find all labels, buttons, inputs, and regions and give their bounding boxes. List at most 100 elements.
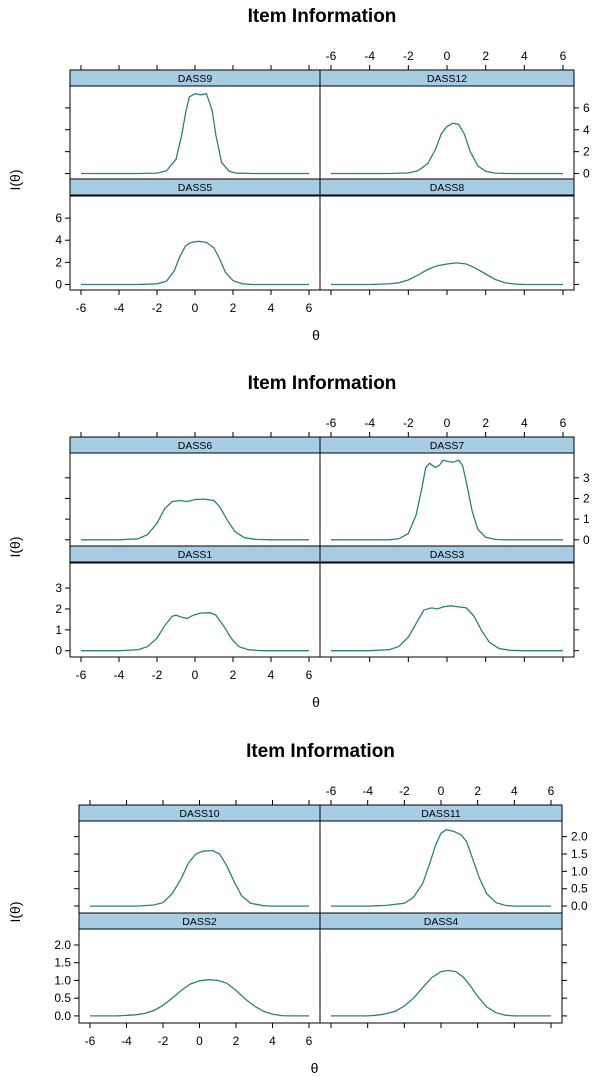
y-tick-label: 1	[583, 512, 590, 526]
y-tick-label: 6	[55, 211, 62, 225]
information-curve-dass6	[81, 498, 309, 541]
y-axis-label: I(θ)	[7, 537, 23, 558]
panel-dass6: DASS6	[69, 436, 321, 547]
panel-dass4: DASS4	[319, 912, 563, 1024]
information-curve-dass10	[90, 849, 309, 907]
x-tick-label: -6	[76, 668, 87, 682]
x-tick-label: 0	[192, 668, 199, 682]
x-tick-label: 6	[560, 49, 567, 63]
panel-strip-label: DASS4	[424, 916, 459, 928]
x-tick-label: -2	[403, 49, 414, 63]
y-tick-label: 0.0	[571, 899, 588, 913]
panel-dass7: DASS7	[319, 436, 575, 547]
chart-title: Item Information	[248, 6, 397, 27]
information-curve-dass11	[331, 829, 551, 907]
x-tick-label: -2	[399, 784, 410, 798]
information-curve-dass5	[81, 240, 309, 286]
panel-strip-label: DASS10	[179, 808, 219, 820]
x-tick-label: -6	[326, 416, 337, 430]
x-tick-label: -6	[76, 301, 87, 315]
y-tick-label: 4	[55, 233, 62, 247]
y-tick-label: 0	[583, 167, 590, 181]
x-tick-label: -2	[152, 301, 163, 315]
information-curve-dass1	[81, 612, 309, 652]
x-tick-label: -4	[362, 784, 373, 798]
x-tick-label: -2	[403, 416, 414, 430]
y-tick-label: 0.5	[54, 991, 71, 1005]
panel-frame	[319, 820, 563, 914]
panel-dass8: DASS8	[319, 178, 575, 291]
panel-frame	[319, 928, 563, 1024]
x-tick-label: 4	[268, 668, 275, 682]
panel-strip-label: DASS9	[178, 73, 213, 85]
x-axis-label: θ	[311, 1060, 319, 1076]
panel-strip-label: DASS1	[178, 549, 213, 561]
x-tick-label: -4	[364, 416, 375, 430]
x-tick-label: -6	[85, 1034, 96, 1048]
chart-2: Item Information DASS6 DASS7 DASS1 DASS3 -6 -6…	[7, 373, 590, 710]
panel-frame	[69, 562, 321, 658]
panel-strip-label: DASS2	[182, 916, 217, 928]
panel-strip-label: DASS5	[178, 182, 213, 194]
panel-strip-label: DASS3	[430, 549, 465, 561]
x-tick-label: -4	[114, 668, 125, 682]
y-tick-label: 2	[55, 255, 62, 269]
y-tick-label: 1.5	[54, 956, 71, 970]
x-tick-label: -2	[158, 1034, 169, 1048]
panel-strip-label: DASS8	[430, 182, 465, 194]
x-tick-label: -2	[152, 668, 163, 682]
x-axis-label: θ	[312, 327, 320, 343]
y-tick-label: 2.0	[54, 938, 71, 952]
panel-strip-label: DASS6	[178, 440, 213, 452]
x-tick-label: 6	[306, 668, 313, 682]
y-tick-label: 1	[55, 623, 62, 637]
x-tick-label: -6	[326, 49, 337, 63]
y-tick-label: 1.0	[54, 973, 71, 987]
y-tick-label: 4	[583, 123, 590, 137]
x-tick-label: 6	[548, 784, 555, 798]
x-tick-label: -4	[121, 1034, 132, 1048]
panel-dass5: DASS5	[69, 178, 321, 291]
panel-dass2: DASS2	[78, 912, 321, 1024]
panel-strip-label: DASS11	[421, 808, 461, 820]
chart-title: Item Information	[248, 373, 397, 394]
y-tick-label: 1.5	[571, 847, 588, 861]
x-tick-label: 2	[230, 668, 237, 682]
x-tick-label: 0	[444, 416, 451, 430]
x-tick-label: 4	[521, 416, 528, 430]
information-curve-dass9	[81, 92, 309, 175]
x-tick-label: 0	[438, 784, 445, 798]
panel-dass10: DASS10	[78, 804, 321, 914]
information-curve-dass7	[331, 459, 563, 541]
panel-frame	[319, 452, 575, 547]
x-tick-label: 6	[560, 416, 567, 430]
x-tick-label: 4	[268, 301, 275, 315]
panel-strip	[319, 545, 575, 563]
x-tick-label: 2	[474, 784, 481, 798]
panel-strip-label: DASS12	[427, 73, 467, 85]
x-tick-label: 6	[306, 1034, 313, 1048]
x-tick-label: 2	[233, 1034, 240, 1048]
y-tick-label: 0	[583, 533, 590, 547]
panel-dass12: DASS12	[319, 69, 575, 180]
x-tick-label: 2	[482, 49, 489, 63]
x-axis-label: θ	[312, 694, 320, 710]
information-curve-dass2	[90, 979, 309, 1017]
x-tick-label: 0	[444, 49, 451, 63]
y-axis-label: I(θ)	[7, 170, 23, 191]
information-curve-dass3	[331, 605, 563, 652]
y-tick-label: 3	[55, 581, 62, 595]
y-tick-label: 0.5	[571, 882, 588, 896]
information-curve-dass8	[331, 262, 563, 286]
panel-frame	[319, 562, 575, 658]
y-tick-label: 1.0	[571, 864, 588, 878]
chart-1: Item Information DASS9 DASS12 DASS5 DASS8 -6 -…	[7, 6, 590, 343]
panel-dass11: DASS11	[319, 804, 563, 914]
y-tick-label: 0	[55, 644, 62, 658]
chart-3: Item Information DASS10 DASS11 DASS2 DASS4 -6…	[7, 741, 588, 1076]
panel-strip	[319, 178, 575, 196]
x-tick-label: 4	[511, 784, 518, 798]
y-tick-label: 3	[583, 471, 590, 485]
panel-frame	[78, 928, 321, 1024]
